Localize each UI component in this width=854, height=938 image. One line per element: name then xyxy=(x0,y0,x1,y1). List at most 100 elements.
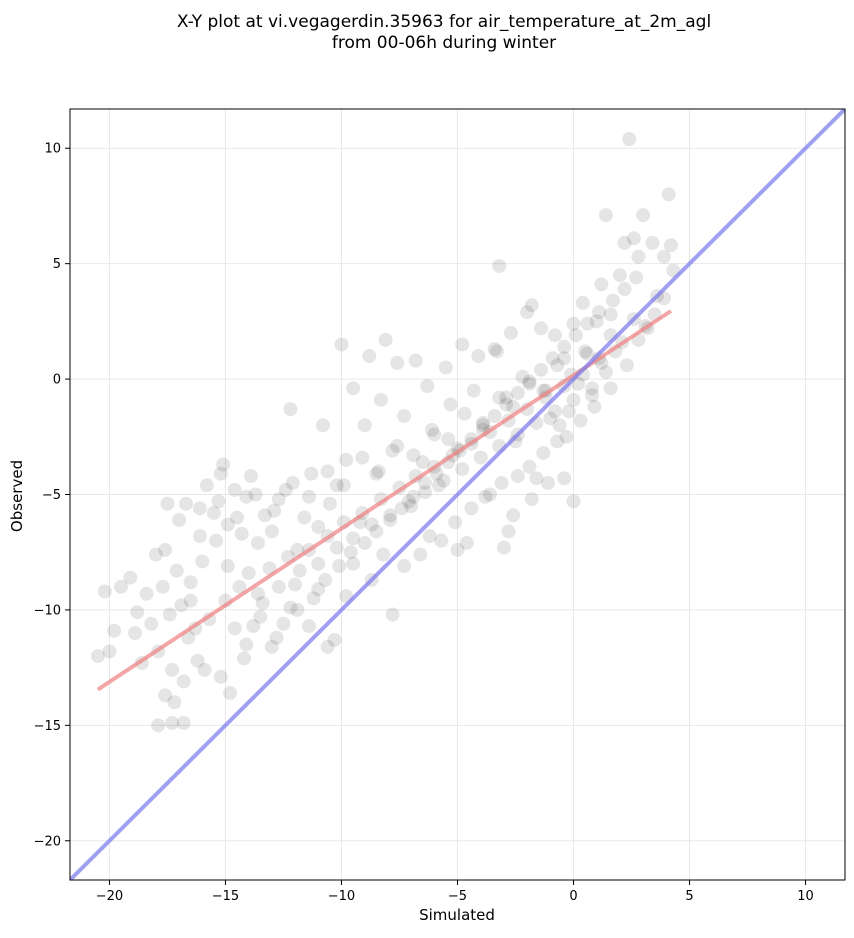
data-point xyxy=(661,187,676,202)
data-point xyxy=(547,404,562,419)
data-point xyxy=(373,392,388,407)
data-point xyxy=(631,249,646,264)
data-point xyxy=(90,649,105,664)
data-point xyxy=(237,651,252,666)
data-point xyxy=(362,348,377,363)
data-point xyxy=(301,619,316,634)
data-point xyxy=(580,316,595,331)
data-point xyxy=(575,295,590,310)
data-point xyxy=(413,547,428,562)
data-point xyxy=(418,485,433,500)
data-point xyxy=(587,399,602,414)
data-point xyxy=(336,478,351,493)
data-point xyxy=(573,413,588,428)
data-point xyxy=(520,305,535,320)
data-point xyxy=(158,542,173,557)
data-point xyxy=(499,390,514,405)
data-point xyxy=(501,524,516,539)
scatter-points xyxy=(90,132,681,733)
data-point xyxy=(438,360,453,375)
data-point xyxy=(529,471,544,486)
data-point xyxy=(450,542,465,557)
identity-line xyxy=(70,109,845,880)
data-point xyxy=(155,579,170,594)
data-point xyxy=(394,501,409,516)
data-point xyxy=(545,351,560,366)
data-point xyxy=(339,452,354,467)
data-point xyxy=(566,392,581,407)
data-point xyxy=(169,563,184,578)
data-point xyxy=(441,432,456,447)
data-point xyxy=(267,503,282,518)
data-point xyxy=(239,489,254,504)
data-point xyxy=(557,471,572,486)
data-point xyxy=(139,586,154,601)
data-point xyxy=(455,462,470,477)
data-point xyxy=(239,637,254,652)
data-point xyxy=(494,475,509,490)
data-point xyxy=(566,494,581,509)
data-point xyxy=(431,478,446,493)
data-point xyxy=(589,314,604,329)
data-point xyxy=(592,305,607,320)
data-point xyxy=(645,235,660,250)
data-point xyxy=(492,258,507,273)
data-point xyxy=(536,445,551,460)
data-point xyxy=(578,344,593,359)
data-point xyxy=(320,639,335,654)
data-point xyxy=(162,607,177,622)
x-tick-label: 10 xyxy=(797,889,814,904)
y-tick-label: −5 xyxy=(42,488,61,503)
y-tick-label: −20 xyxy=(34,834,61,849)
data-point xyxy=(264,524,279,539)
data-point xyxy=(369,466,384,481)
data-point xyxy=(209,533,224,548)
data-point xyxy=(97,584,112,599)
data-point xyxy=(107,623,122,638)
data-point xyxy=(522,376,537,391)
data-point xyxy=(257,508,272,523)
data-point xyxy=(211,494,226,509)
data-point xyxy=(622,132,637,147)
data-point xyxy=(422,529,437,544)
data-point xyxy=(197,662,212,677)
data-point xyxy=(390,439,405,454)
data-point xyxy=(599,365,614,380)
data-point xyxy=(123,570,138,585)
data-point xyxy=(292,563,307,578)
data-point xyxy=(288,577,303,592)
data-point xyxy=(492,390,507,405)
data-point xyxy=(617,235,632,250)
data-point xyxy=(206,505,221,520)
data-point xyxy=(278,482,293,497)
data-point xyxy=(346,531,361,546)
data-point xyxy=(192,501,207,516)
data-point xyxy=(459,535,474,550)
data-point xyxy=(213,669,228,684)
data-point xyxy=(612,268,627,283)
data-point xyxy=(285,475,300,490)
data-point xyxy=(466,383,481,398)
x-tick-label: −10 xyxy=(328,889,355,904)
data-point xyxy=(271,492,286,507)
data-point xyxy=(343,545,358,560)
data-point xyxy=(385,443,400,458)
data-point xyxy=(246,619,261,634)
data-point xyxy=(130,605,145,620)
data-point xyxy=(234,526,249,541)
data-point xyxy=(603,307,618,322)
data-point xyxy=(190,653,205,668)
data-point xyxy=(420,379,435,394)
data-point xyxy=(397,559,412,574)
data-point xyxy=(464,501,479,516)
data-point xyxy=(176,674,191,689)
y-tick-label: 10 xyxy=(44,142,61,157)
data-point xyxy=(227,482,242,497)
data-point xyxy=(499,397,514,412)
data-point xyxy=(183,575,198,590)
data-point xyxy=(510,469,525,484)
chart-title: X-Y plot at vi.vegagerdin.35963 for air_… xyxy=(177,12,711,32)
data-point xyxy=(471,348,486,363)
data-point xyxy=(566,316,581,331)
data-point xyxy=(114,579,129,594)
